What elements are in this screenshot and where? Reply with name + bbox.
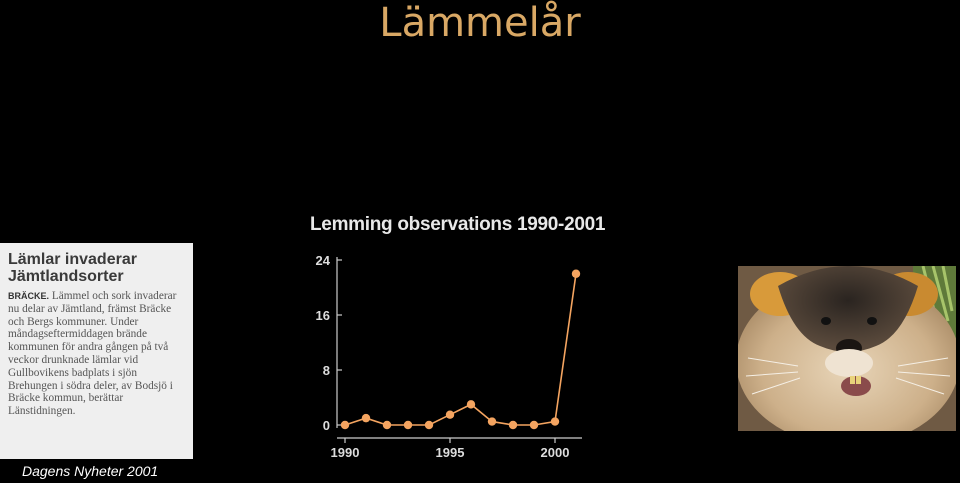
y-tick-label: 16: [316, 308, 330, 323]
clipping-caption: Dagens Nyheter 2001: [22, 463, 159, 479]
data-point: [382, 420, 392, 430]
chart-canvas: 0 8 16 24 1990 1995 2000: [316, 253, 582, 460]
data-point: [466, 400, 476, 409]
clipping-dateline: BRÄCKE.: [8, 291, 50, 301]
data-point: [550, 417, 560, 426]
clipping-headline: Lämlar invaderar Jämtlandsorter: [8, 251, 137, 285]
y-tick-label: 24: [316, 253, 331, 268]
newspaper-clipping: Lämlar invaderar Jämtlandsorter BRÄCKE. …: [0, 243, 193, 459]
data-point: [340, 420, 350, 430]
x-tick-label: 1990: [331, 445, 360, 460]
y-tick-label: 8: [323, 363, 330, 378]
clipping-text: Lämmel och sork invaderar nu delar av Jä…: [8, 290, 177, 418]
chart-title: Lemming observations 1990-2001: [310, 214, 606, 235]
series-line: [344, 273, 577, 426]
data-point: [487, 417, 497, 426]
lemming-chart: 0 8 16 24 1990 1995 2000 Lemming observations …: [300, 200, 630, 465]
x-tick-label: 1995: [436, 445, 465, 460]
data-point: [424, 420, 434, 430]
y-tick-label: 0: [323, 418, 330, 433]
slide-title: Lämmelår: [379, 0, 581, 46]
data-point: [403, 420, 413, 430]
data-point: [445, 410, 455, 419]
data-point: [508, 420, 518, 430]
x-tick-label: 2000: [541, 445, 570, 460]
data-point: [361, 413, 371, 423]
clipping-body: BRÄCKE. Lämmel och sork invaderar nu del…: [8, 290, 187, 418]
lemming-photo: [738, 266, 956, 431]
data-point: [571, 269, 581, 278]
data-point: [529, 420, 539, 430]
